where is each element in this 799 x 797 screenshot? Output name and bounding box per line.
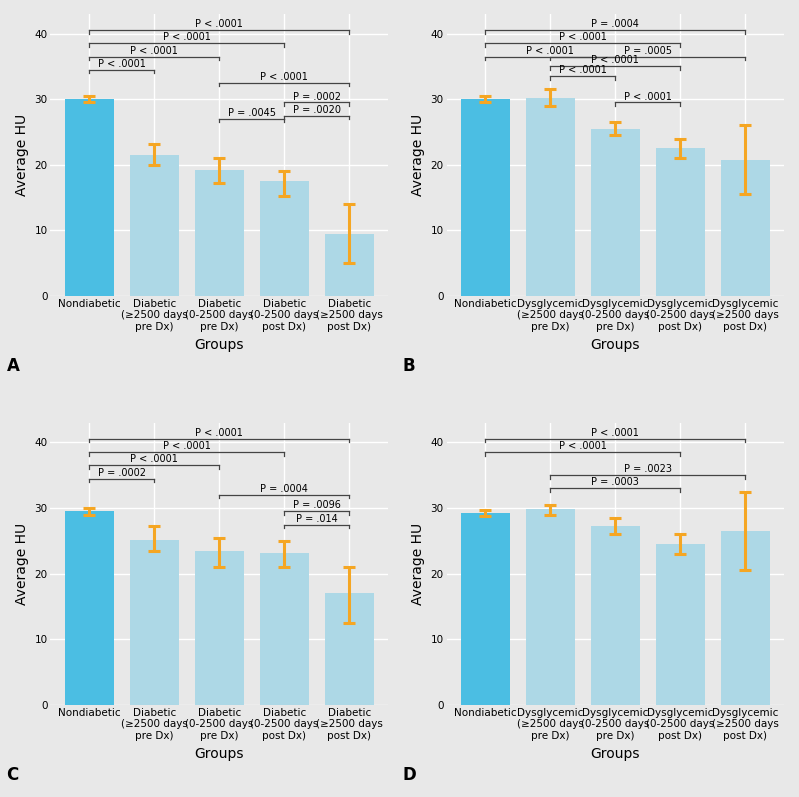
Text: P = .0005: P = .0005 <box>624 45 672 56</box>
Text: P < .0001: P < .0001 <box>591 56 639 65</box>
Bar <box>260 553 308 705</box>
Text: P < .0001: P < .0001 <box>98 59 146 69</box>
Y-axis label: Average HU: Average HU <box>15 114 29 196</box>
Bar <box>461 513 510 705</box>
Bar <box>656 544 705 705</box>
Bar <box>526 98 574 296</box>
Bar <box>325 594 373 705</box>
Bar <box>65 99 113 296</box>
X-axis label: Groups: Groups <box>590 747 640 760</box>
Text: P < .0001: P < .0001 <box>260 72 308 82</box>
Text: P = .014: P = .014 <box>296 513 337 524</box>
Bar <box>65 512 113 705</box>
Text: C: C <box>6 766 19 784</box>
Y-axis label: Average HU: Average HU <box>15 523 29 605</box>
Text: P = .0004: P = .0004 <box>591 19 639 29</box>
Text: P = .0023: P = .0023 <box>624 465 672 474</box>
Text: D: D <box>403 766 416 784</box>
Bar <box>195 170 244 296</box>
Y-axis label: Average HU: Average HU <box>411 114 425 196</box>
Text: P < .0001: P < .0001 <box>130 454 178 465</box>
Text: P = .0045: P = .0045 <box>228 108 276 118</box>
Bar <box>195 551 244 705</box>
X-axis label: Groups: Groups <box>194 747 244 760</box>
Text: P = .0002: P = .0002 <box>292 92 340 101</box>
Text: P < .0001: P < .0001 <box>559 65 606 75</box>
Bar <box>656 148 705 296</box>
Bar <box>260 181 308 296</box>
Text: P < .0001: P < .0001 <box>163 33 211 42</box>
Text: P = .0020: P = .0020 <box>292 104 340 115</box>
Y-axis label: Average HU: Average HU <box>411 523 425 605</box>
Text: P = .0002: P = .0002 <box>98 468 146 477</box>
Text: P < .0001: P < .0001 <box>527 45 574 56</box>
Bar <box>130 155 179 296</box>
Text: P < .0001: P < .0001 <box>559 33 606 42</box>
Bar <box>130 540 179 705</box>
Text: A: A <box>6 357 19 375</box>
X-axis label: Groups: Groups <box>590 338 640 351</box>
Text: B: B <box>403 357 415 375</box>
Text: P = .0096: P = .0096 <box>292 501 340 510</box>
Bar <box>591 527 640 705</box>
Text: P < .0001: P < .0001 <box>196 19 243 29</box>
Text: P < .0001: P < .0001 <box>559 442 606 451</box>
Bar <box>721 531 769 705</box>
Bar <box>526 509 574 705</box>
Text: P < .0001: P < .0001 <box>163 442 211 451</box>
Text: P < .0001: P < .0001 <box>591 428 639 438</box>
Bar <box>461 99 510 296</box>
Text: P = .0004: P = .0004 <box>260 484 308 494</box>
Bar <box>591 129 640 296</box>
Text: P < .0001: P < .0001 <box>130 45 178 56</box>
Bar <box>325 234 373 296</box>
Text: P < .0001: P < .0001 <box>196 428 243 438</box>
X-axis label: Groups: Groups <box>194 338 244 351</box>
Text: P < .0001: P < .0001 <box>624 92 672 101</box>
Text: P = .0003: P = .0003 <box>591 477 639 488</box>
Bar <box>721 159 769 296</box>
